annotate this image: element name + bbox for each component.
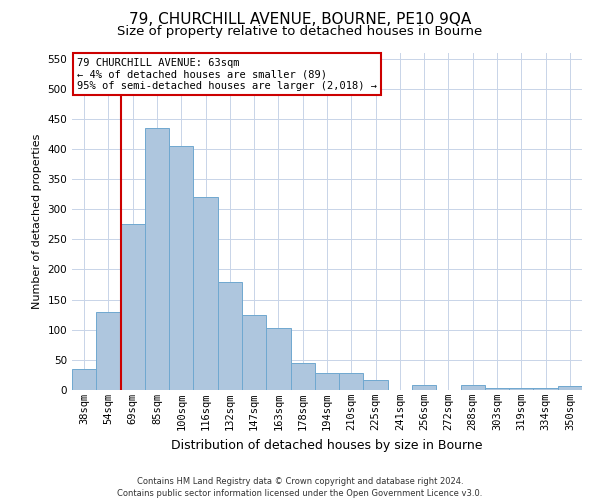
Text: Size of property relative to detached houses in Bourne: Size of property relative to detached ho… [118,25,482,38]
Text: Contains HM Land Registry data © Crown copyright and database right 2024.
Contai: Contains HM Land Registry data © Crown c… [118,476,482,498]
Text: 79, CHURCHILL AVENUE, BOURNE, PE10 9QA: 79, CHURCHILL AVENUE, BOURNE, PE10 9QA [129,12,471,28]
Bar [266,328,290,390]
Bar [509,388,533,390]
Y-axis label: Number of detached properties: Number of detached properties [32,134,42,309]
Bar [96,312,121,390]
Bar [290,364,315,390]
Bar [218,282,242,390]
Bar [485,388,509,390]
X-axis label: Distribution of detached houses by size in Bourne: Distribution of detached houses by size … [171,438,483,452]
Bar [121,224,145,390]
Bar [533,388,558,390]
Bar [364,380,388,390]
Bar [169,146,193,390]
Bar [461,384,485,390]
Bar [412,384,436,390]
Bar [193,197,218,390]
Bar [72,369,96,390]
Text: 79 CHURCHILL AVENUE: 63sqm
← 4% of detached houses are smaller (89)
95% of semi-: 79 CHURCHILL AVENUE: 63sqm ← 4% of detac… [77,58,377,91]
Bar [315,373,339,390]
Bar [242,314,266,390]
Bar [339,373,364,390]
Bar [145,128,169,390]
Bar [558,386,582,390]
